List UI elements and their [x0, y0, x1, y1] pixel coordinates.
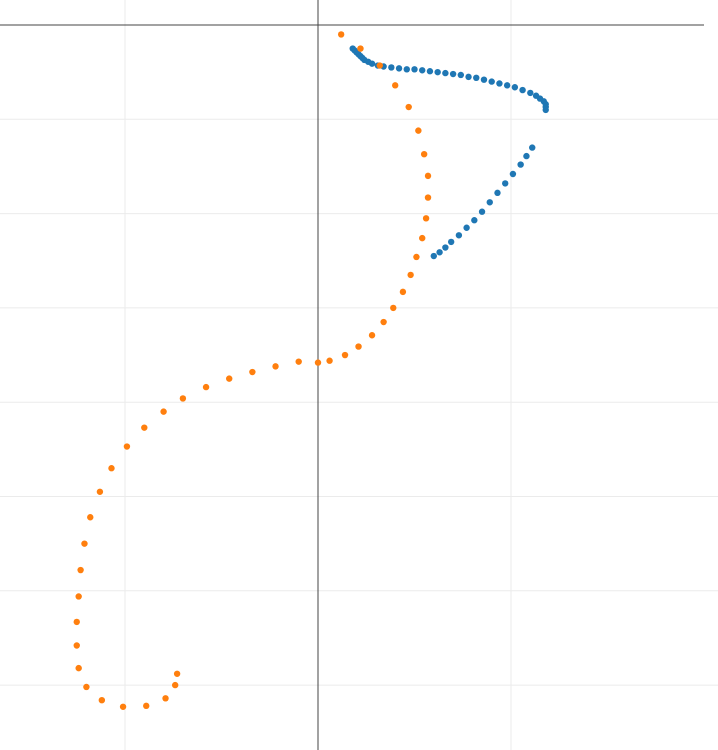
- series-2-point: [326, 357, 333, 364]
- series-1-point: [523, 152, 530, 160]
- series-2-point: [179, 395, 187, 402]
- series-2-point: [83, 683, 90, 691]
- series-2-point: [75, 664, 82, 672]
- series-1: [349, 45, 549, 260]
- series-2-point: [407, 271, 414, 279]
- series-2-point: [123, 443, 131, 450]
- series-2-point: [337, 31, 345, 38]
- series-1-point: [480, 76, 488, 83]
- series-2-point: [405, 103, 412, 111]
- series-2-point: [390, 304, 397, 312]
- series-2-point: [368, 332, 376, 339]
- series-1-point: [388, 64, 395, 71]
- series-2-point: [75, 593, 82, 600]
- series-2-point: [341, 351, 349, 359]
- series-1-point: [368, 60, 376, 67]
- series-1-point: [496, 80, 503, 87]
- series-1-point: [511, 84, 519, 91]
- series-2-point: [160, 408, 167, 415]
- series-2-point: [171, 681, 179, 689]
- series-2-point: [98, 696, 106, 704]
- series-2-point: [380, 318, 387, 326]
- series-2-point: [141, 424, 148, 431]
- series-2-point: [73, 642, 80, 649]
- series-1-point: [457, 71, 465, 79]
- series-1-point: [434, 68, 441, 76]
- series-1-point: [447, 238, 455, 246]
- series-2-point: [81, 540, 88, 547]
- series-2-point: [422, 215, 430, 222]
- series-2-point: [415, 127, 422, 134]
- series-2-point: [202, 383, 210, 391]
- series-1-point: [395, 65, 403, 72]
- series-2-point: [77, 566, 84, 574]
- series-1-point: [426, 68, 434, 75]
- series-1-point: [430, 252, 437, 260]
- series-2-point: [272, 363, 279, 370]
- series-1-point: [442, 69, 449, 77]
- series-1-point: [478, 208, 486, 215]
- series-1-point: [542, 106, 549, 114]
- series-2-point: [424, 194, 432, 201]
- series-2-point: [143, 702, 150, 710]
- series-2-point: [357, 45, 364, 52]
- series-2-point: [314, 359, 322, 366]
- series-1-point: [471, 217, 478, 224]
- data-series: [73, 31, 549, 710]
- series-1-point: [455, 232, 463, 239]
- series-2-point: [162, 695, 169, 702]
- series-1-point: [473, 74, 480, 82]
- series-2-point: [413, 253, 420, 261]
- series-1-point: [486, 199, 493, 206]
- series-1-point: [517, 161, 524, 168]
- series-2-point: [96, 488, 104, 495]
- series-2-point: [249, 368, 256, 376]
- series-2-point: [73, 618, 80, 626]
- series-1-point: [465, 73, 472, 81]
- series-2-point: [295, 358, 302, 365]
- series-2-point: [108, 465, 115, 472]
- series-2-point: [119, 703, 127, 710]
- series-2-point: [376, 62, 383, 69]
- series-2-point: [399, 288, 407, 296]
- series-2-point: [392, 82, 399, 89]
- series-1-point: [411, 66, 418, 73]
- series-1-point: [488, 78, 495, 85]
- series-1-point: [403, 66, 410, 73]
- series-1-point: [502, 180, 509, 187]
- series-1-point: [494, 189, 501, 197]
- series-1-point: [509, 170, 517, 178]
- series-1-point: [463, 224, 470, 231]
- series-1-point: [449, 70, 457, 78]
- series-1-point: [442, 244, 449, 251]
- series-2-point: [419, 234, 426, 242]
- series-2-point: [420, 150, 428, 158]
- series-1-point: [529, 144, 536, 151]
- series-2-point: [226, 375, 233, 382]
- series-2-point: [355, 343, 362, 350]
- series-2-point: [87, 514, 94, 521]
- series-1-point: [527, 89, 534, 97]
- series-2-point: [424, 172, 432, 180]
- series-1-point: [519, 86, 526, 94]
- series-1-point: [503, 82, 511, 89]
- series-1-point: [436, 249, 443, 256]
- series-2-point: [173, 670, 181, 677]
- series-1-point: [419, 67, 426, 74]
- series-2: [73, 31, 432, 710]
